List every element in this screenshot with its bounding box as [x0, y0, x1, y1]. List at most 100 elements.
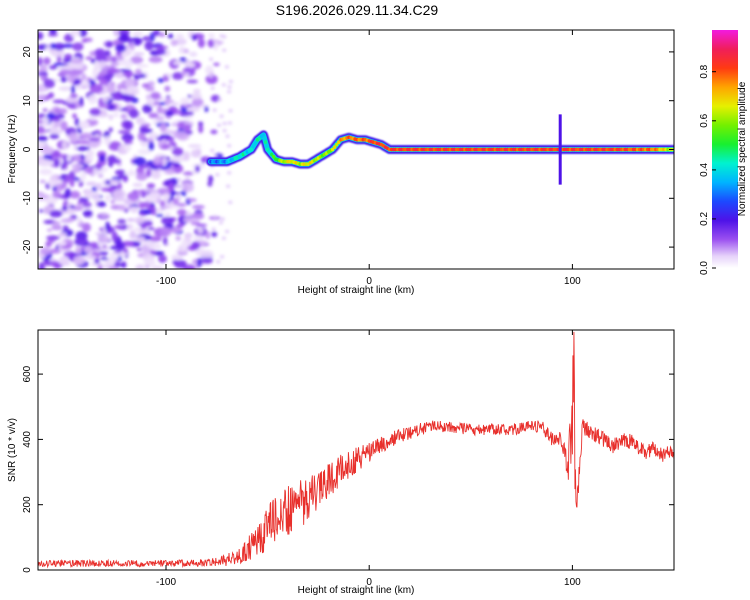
noise-blob [98, 174, 104, 178]
noise-blob [124, 137, 129, 143]
noise-blob [85, 181, 97, 186]
noise-blob [160, 200, 166, 207]
noise-blob [173, 131, 188, 140]
noise-blob [219, 40, 224, 44]
noise-blob [224, 65, 229, 69]
noise-blob [217, 123, 221, 127]
noise-blob [191, 97, 204, 108]
noise-blob [225, 134, 230, 138]
noise-blob [227, 85, 232, 89]
noise-blob [120, 113, 127, 120]
noise-blob [148, 141, 155, 151]
noise-blob [85, 56, 93, 60]
signal-track-cell [264, 140, 268, 145]
noise-blob [126, 81, 133, 87]
signal-track-cell [272, 154, 276, 159]
noise-blob [213, 62, 220, 67]
noise-blob [71, 59, 84, 64]
noise-blob [77, 215, 82, 225]
noise-blob [68, 170, 76, 180]
noise-blob [176, 223, 185, 228]
signal-track-cell [337, 140, 341, 145]
noise-blob [132, 182, 143, 187]
heatmap-y-tick-label: -10 [22, 191, 33, 206]
noise-blob [82, 202, 92, 208]
noise-blob [128, 108, 139, 119]
noise-blob [104, 135, 111, 146]
noise-blob [38, 113, 46, 118]
noise-blob [124, 143, 132, 152]
colorbar-tick-label: 0.6 [699, 113, 710, 127]
noise-blob [212, 108, 217, 112]
heatmap-y-tick-label: 0 [22, 146, 33, 152]
noise-blob [75, 247, 83, 254]
noise-blob [91, 186, 98, 192]
noise-blob [74, 237, 89, 247]
noise-blob [46, 228, 53, 233]
noise-blob [211, 231, 218, 238]
noise-blob [193, 88, 201, 95]
noise-blob [83, 160, 92, 164]
noise-blob [134, 68, 142, 76]
colorbar-gradient [712, 30, 738, 268]
noise-blob [201, 257, 213, 264]
noise-blob [97, 104, 110, 109]
noise-blob [196, 148, 202, 155]
noise-blob [117, 83, 123, 91]
noise-blob [38, 192, 44, 202]
noise-blob [169, 200, 174, 210]
noise-blob [171, 72, 184, 80]
noise-blob [144, 41, 154, 51]
noise-blob [66, 155, 72, 162]
noise-blob [149, 132, 159, 140]
noise-blob [220, 255, 225, 259]
noise-blob [164, 85, 171, 92]
noise-blob [133, 156, 146, 166]
noise-blob [187, 144, 202, 148]
noise-blob [77, 140, 91, 145]
noise-blob [189, 51, 198, 57]
snr-y-tick-label: 200 [22, 496, 33, 513]
noise-blob [162, 236, 168, 246]
noise-blob [112, 189, 127, 200]
heatmap-y-tick-label: 10 [22, 95, 33, 107]
noise-blob [56, 179, 63, 185]
snr-x-ticks: -100 0 100 [156, 330, 581, 588]
noise-blob [147, 206, 157, 212]
noise-blob [155, 213, 164, 217]
snr-y-tick-label: 400 [22, 431, 33, 448]
noise-blob [72, 154, 81, 159]
noise-blob [53, 62, 64, 66]
noise-blob [160, 226, 172, 237]
snr-series-line [38, 331, 674, 569]
noise-blob [228, 80, 233, 84]
noise-blob [110, 179, 120, 184]
noise-blob [133, 52, 145, 56]
noise-blob [95, 162, 103, 170]
noise-blob [151, 171, 161, 180]
noise-blob [217, 98, 222, 102]
noise-blob [140, 245, 149, 253]
noise-blob [89, 84, 104, 94]
noise-blob [121, 51, 129, 58]
noise-blob [114, 263, 126, 267]
noise-blob [207, 180, 213, 187]
noise-blob [173, 205, 179, 210]
noise-blob [164, 212, 171, 217]
noise-blob [106, 68, 121, 74]
noise-blob [57, 232, 67, 238]
noise-blob [219, 114, 224, 118]
noise-blob [126, 218, 136, 222]
noise-blob [190, 212, 205, 220]
noise-blob [148, 112, 159, 119]
noise-blob [218, 221, 223, 225]
noise-blob [65, 96, 79, 104]
noise-blob [90, 58, 96, 64]
noise-blob [155, 115, 165, 121]
noise-blob [158, 32, 166, 38]
noise-blob [133, 73, 147, 79]
heatmap-y-tick-label: 20 [22, 46, 33, 58]
noise-blob [208, 175, 214, 183]
noise-blob [122, 71, 134, 77]
